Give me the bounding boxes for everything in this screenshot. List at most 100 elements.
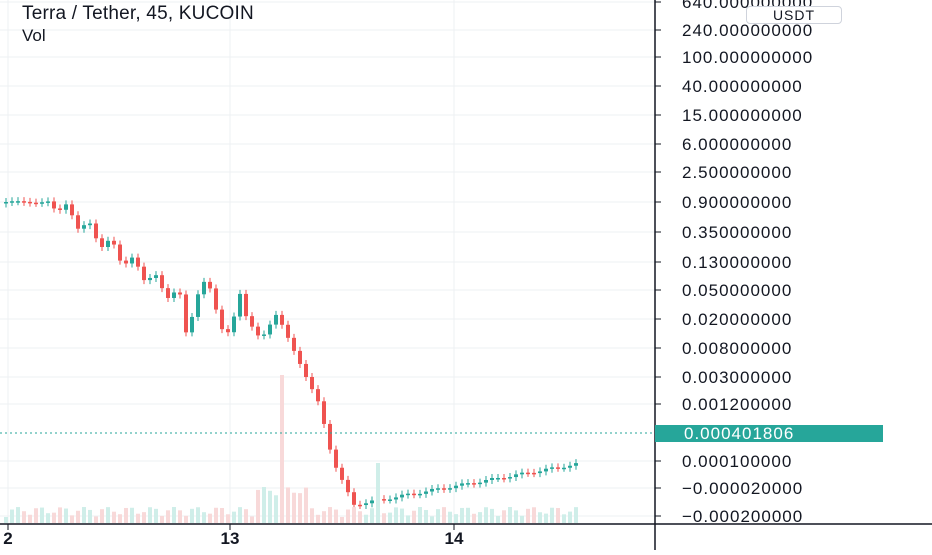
- candle-body: [430, 489, 434, 492]
- volume-bar: [46, 513, 50, 523]
- candle-body: [160, 275, 164, 288]
- volume-bar: [532, 507, 536, 523]
- candle-body: [550, 467, 554, 469]
- candle-body: [232, 317, 236, 333]
- volume-bar: [28, 515, 32, 523]
- candle-body: [400, 495, 404, 498]
- volume-bar: [406, 515, 410, 523]
- volume-bar: [502, 510, 506, 523]
- volume-bar: [52, 513, 56, 523]
- volume-bar: [148, 507, 152, 523]
- candle-body: [82, 225, 86, 229]
- candle-body: [262, 334, 266, 336]
- volume-bar: [166, 510, 170, 523]
- candle-body: [424, 492, 428, 494]
- price-tick-label: 2.500000000: [682, 163, 792, 182]
- candle-body: [448, 488, 452, 490]
- candle-body: [94, 224, 98, 239]
- volume-bar: [76, 511, 80, 523]
- volume-bar: [220, 508, 224, 523]
- candle-body: [478, 483, 482, 485]
- volume-bar: [526, 509, 530, 523]
- volume-bar: [4, 517, 8, 523]
- price-tick-label: 0.001200000: [682, 395, 792, 414]
- candle-body: [172, 292, 176, 298]
- candle-body: [406, 494, 410, 496]
- volume-bar: [430, 516, 434, 523]
- candle-body: [490, 478, 494, 480]
- price-tick-label: 15.000000000: [682, 106, 803, 125]
- candle-body: [442, 488, 446, 490]
- candle-body: [16, 201, 20, 203]
- volume-bar: [364, 515, 368, 523]
- candle-body: [280, 315, 284, 325]
- volume-bar: [160, 516, 164, 523]
- volume-bar: [544, 514, 548, 523]
- candle-body: [286, 325, 290, 338]
- volume-bar: [208, 514, 212, 523]
- volume-indicator-label[interactable]: Vol: [22, 26, 254, 46]
- price-tick-label: 6.000000000: [682, 135, 792, 154]
- volume-bar: [10, 510, 14, 523]
- candle-body: [118, 245, 122, 261]
- candle-body: [220, 310, 224, 330]
- volume-bar: [394, 507, 398, 523]
- candle-body: [388, 499, 392, 501]
- price-tick-label: 0.050000000: [682, 281, 792, 300]
- candle-body: [250, 316, 254, 326]
- candle-body: [460, 483, 464, 485]
- volume-bar: [88, 510, 92, 523]
- candle-body: [196, 294, 200, 317]
- volume-bar: [274, 495, 278, 523]
- volume-bar: [82, 507, 86, 523]
- volume-bar: [328, 507, 332, 523]
- candle-body: [100, 238, 104, 247]
- candle-body: [124, 261, 128, 264]
- candle-body: [568, 466, 572, 468]
- candle-body: [364, 503, 368, 505]
- price-tick-label: −0.000200000: [682, 507, 803, 526]
- candle-body: [64, 204, 68, 209]
- volume-bar: [244, 509, 248, 523]
- candle-body: [52, 201, 56, 208]
- volume-bar: [550, 508, 554, 523]
- volume-bar: [316, 515, 320, 523]
- candle-body: [454, 486, 458, 488]
- symbol-title[interactable]: Terra / Tether, 45, KUCOIN: [22, 2, 254, 26]
- volume-bar: [556, 508, 560, 523]
- volume-bar: [22, 511, 26, 523]
- candle-body: [4, 202, 8, 204]
- candle-body: [382, 499, 386, 501]
- volume-bar: [448, 512, 452, 523]
- volume-bar: [232, 512, 236, 523]
- volume-bar: [34, 508, 38, 523]
- candle-body: [268, 325, 272, 335]
- candle-body: [202, 282, 206, 294]
- candle-body: [322, 401, 326, 424]
- volume-bar: [16, 507, 20, 523]
- volume-bar: [352, 507, 356, 523]
- candle-body: [88, 224, 92, 226]
- candle-body: [328, 424, 332, 450]
- currency-badge[interactable]: USDT: [746, 6, 842, 24]
- candle-body: [436, 488, 440, 490]
- candle-body: [574, 463, 578, 466]
- candle-body: [214, 288, 218, 309]
- volume-bar: [322, 511, 326, 523]
- candle-body: [520, 473, 524, 475]
- candle-body: [538, 471, 542, 473]
- chart-legend: Terra / Tether, 45, KUCOIN Vol: [22, 2, 254, 46]
- candle-body: [346, 480, 350, 492]
- volume-bar: [340, 517, 344, 523]
- volume-bar: [484, 507, 488, 523]
- candle-body: [310, 377, 314, 389]
- volume-bar: [256, 490, 260, 523]
- price-tick-label: 0.130000000: [682, 253, 792, 272]
- candle-body: [316, 389, 320, 401]
- candle-body: [298, 351, 302, 364]
- candle-body: [472, 483, 476, 485]
- volume-bar: [496, 516, 500, 523]
- volume-bar: [40, 508, 44, 523]
